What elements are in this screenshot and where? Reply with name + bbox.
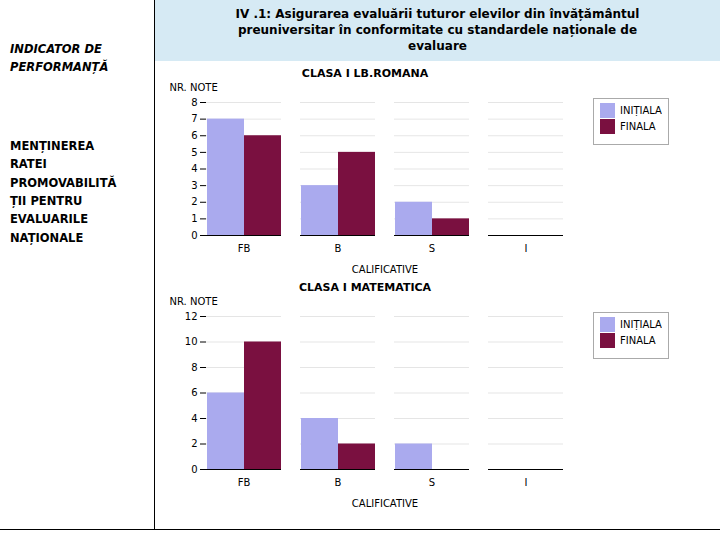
svg-text:2: 2 — [191, 438, 197, 449]
svg-text:4: 4 — [191, 412, 197, 423]
html-text:MENȚINEREA: MENȚINEREA — [10, 138, 95, 153]
svg-text:3: 3 — [191, 179, 197, 190]
html-text:PROMOVABILITĂ: PROMOVABILITĂ — [10, 175, 117, 190]
svg-text:8: 8 — [191, 361, 197, 372]
html-text:EVALUARILE: EVALUARILE — [10, 212, 88, 227]
svg-text:0: 0 — [191, 229, 197, 240]
svg-text:S: S — [429, 476, 435, 487]
html-text:RATEI: RATEI — [10, 157, 47, 172]
svg-text:FB: FB — [238, 242, 251, 253]
svg-text:1: 1 — [191, 213, 197, 224]
svg-text:NR. NOTE: NR. NOTE — [170, 81, 218, 92]
html-text:NAȚIONALE: NAȚIONALE — [10, 230, 84, 245]
html-text:FINALA: FINALA — [620, 334, 656, 346]
html-text:CLASA I MATEMATICA: CLASA I MATEMATICA — [298, 280, 432, 294]
svg-text:2: 2 — [191, 196, 197, 207]
svg-text:8: 8 — [191, 96, 197, 107]
svg-text:I: I — [525, 476, 528, 487]
svg-text:6: 6 — [191, 387, 197, 398]
html-text:CLASA I LB.ROMANA: CLASA I LB.ROMANA — [301, 66, 429, 80]
html-text:IV .1: Asigurarea evaluării tu: IV .1: Asigurarea evaluării tuturor elev… — [235, 7, 640, 54]
html-text:INIȚIALA: INIȚIALA — [620, 104, 662, 116]
svg-text:B: B — [335, 476, 342, 487]
svg-text:NR. NOTE: NR. NOTE — [170, 295, 218, 306]
svg-text:S: S — [429, 242, 435, 253]
html-text:ȚII PENTRU: ȚII PENTRU — [10, 194, 83, 208]
svg-text:4: 4 — [191, 163, 197, 174]
svg-text:10: 10 — [185, 336, 198, 347]
svg-text:12: 12 — [185, 310, 198, 321]
svg-text:6: 6 — [191, 130, 197, 141]
svg-text:B: B — [335, 242, 342, 253]
svg-text:7: 7 — [191, 113, 197, 124]
html-text:INDICATOR DE: INDICATOR DE — [10, 42, 102, 56]
html-text:INIȚIALA: INIȚIALA — [620, 318, 662, 330]
svg-text:FB: FB — [238, 476, 251, 487]
svg-text:5: 5 — [191, 146, 197, 157]
html-text:FINALA: FINALA — [620, 120, 656, 132]
svg-text:I: I — [525, 242, 528, 253]
svg-text:0: 0 — [191, 463, 197, 474]
html-text:PERFORMANȚĂ: PERFORMANȚĂ — [10, 60, 109, 75]
svg-text:CALIFICATIVE: CALIFICATIVE — [352, 263, 418, 274]
svg-text:CALIFICATIVE: CALIFICATIVE — [352, 497, 418, 508]
